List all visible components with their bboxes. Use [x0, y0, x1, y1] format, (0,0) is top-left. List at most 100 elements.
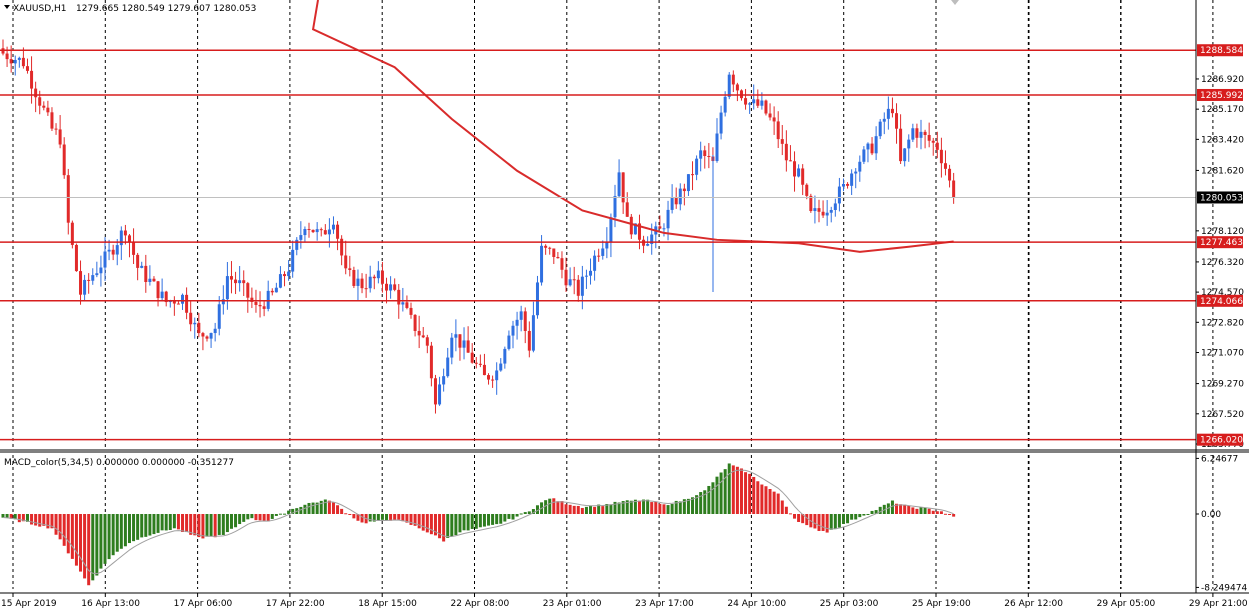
- grid-lines: [12, 0, 1214, 589]
- macd-bar: [389, 514, 393, 521]
- candle-body: [119, 230, 123, 246]
- macd-bar: [344, 513, 348, 515]
- horizontal-levels[interactable]: [0, 49, 1196, 441]
- price-tick-label: 1281.620: [1201, 166, 1244, 176]
- macd-bar: [136, 514, 140, 540]
- candle-body: [699, 150, 703, 159]
- macd-bar: [833, 514, 837, 530]
- macd-bar: [805, 514, 809, 526]
- candle-body: [707, 156, 711, 158]
- macd-bar: [890, 500, 894, 514]
- macd-tick-label: -8.249474: [1201, 583, 1247, 593]
- candle-body: [433, 378, 437, 405]
- candle-body: [9, 59, 13, 64]
- candle-body: [34, 88, 38, 98]
- candle-body: [568, 279, 572, 286]
- candle-body: [70, 222, 74, 245]
- macd-bar: [899, 504, 903, 514]
- macd-bar: [70, 514, 74, 559]
- candle-body: [564, 269, 568, 286]
- candle-body: [760, 100, 764, 106]
- candle-body: [793, 161, 797, 177]
- macd-bar: [846, 514, 850, 524]
- candle-body: [495, 370, 499, 381]
- macd-bar: [229, 514, 233, 529]
- level-tag: [1197, 433, 1243, 446]
- candle-body: [948, 168, 952, 181]
- macd-bar: [225, 514, 229, 533]
- candle-body: [474, 362, 478, 364]
- macd-bar: [42, 514, 46, 526]
- time-tick-label: 25 Apr 19:00: [912, 599, 971, 609]
- candle-body: [748, 103, 752, 105]
- macd-bar: [478, 514, 482, 528]
- candle-body: [127, 235, 131, 242]
- candle-body: [123, 230, 127, 236]
- candle-body: [878, 121, 882, 137]
- macd-bar: [715, 476, 719, 514]
- dropdown-triangle-icon[interactable]: [4, 5, 10, 9]
- time-tick-label: 23 Apr 17:00: [635, 599, 694, 609]
- macd-bar: [784, 506, 788, 514]
- macd-bar: [666, 505, 670, 514]
- macd-bar: [83, 514, 87, 579]
- candle-body: [303, 229, 307, 236]
- candle-body: [678, 188, 682, 205]
- time-tick-label: 15 Apr 2019: [1, 599, 57, 609]
- macd-bar: [817, 514, 821, 531]
- candle-body: [74, 244, 78, 272]
- candle-body: [560, 258, 564, 270]
- candle-body: [389, 284, 393, 291]
- macd-bar: [397, 514, 401, 520]
- candle-body: [144, 265, 148, 283]
- candle-body: [429, 345, 433, 379]
- candle-body: [348, 268, 352, 270]
- candle-body: [548, 247, 552, 249]
- macd-bar: [637, 500, 641, 514]
- macd-bar: [201, 514, 205, 539]
- candle-body: [30, 70, 34, 89]
- macd-bar: [695, 495, 699, 514]
- macd-bar: [1, 514, 5, 518]
- macd-bar: [658, 503, 662, 514]
- macd-bar: [895, 503, 899, 514]
- candle-body: [327, 229, 331, 235]
- candle-body: [491, 379, 495, 381]
- candle-body: [744, 98, 748, 105]
- time-tick-label: 29 Apr 05:00: [1097, 599, 1156, 609]
- candle-body: [666, 209, 670, 229]
- macd-bar: [217, 514, 221, 535]
- candle-body: [225, 276, 229, 300]
- candle-body: [156, 281, 160, 299]
- candle-body: [262, 306, 266, 309]
- candle-body: [258, 304, 262, 307]
- chart-shift-marker-icon[interactable]: [951, 0, 959, 5]
- candle-body: [952, 180, 956, 198]
- candle-body: [617, 172, 621, 197]
- macd-bar: [739, 468, 743, 514]
- candle-body: [846, 183, 850, 186]
- macd-bar: [340, 508, 344, 514]
- macd-axis: 6.24677 0.00 -8.249474: [1196, 454, 1247, 593]
- candle-body: [837, 186, 841, 204]
- candle-body: [625, 202, 629, 217]
- macd-bar: [531, 509, 535, 514]
- candle-body: [768, 113, 772, 118]
- candle-body: [593, 255, 597, 271]
- macd-bar: [629, 500, 633, 514]
- macd-bar: [580, 507, 584, 514]
- macd-bar: [446, 514, 450, 538]
- candle-body: [487, 375, 491, 380]
- candle-body: [764, 100, 768, 114]
- macd-bar: [429, 514, 433, 535]
- price-tick-label: 1272.820: [1201, 318, 1244, 328]
- macd-bar: [927, 508, 931, 514]
- macd-bar: [62, 514, 66, 546]
- macd-bar: [38, 514, 42, 527]
- candle-body: [246, 283, 250, 298]
- time-tick-label: 23 Apr 01:00: [543, 599, 602, 609]
- candle-body: [254, 301, 258, 305]
- candle-body: [809, 195, 813, 211]
- candle-body: [368, 276, 372, 289]
